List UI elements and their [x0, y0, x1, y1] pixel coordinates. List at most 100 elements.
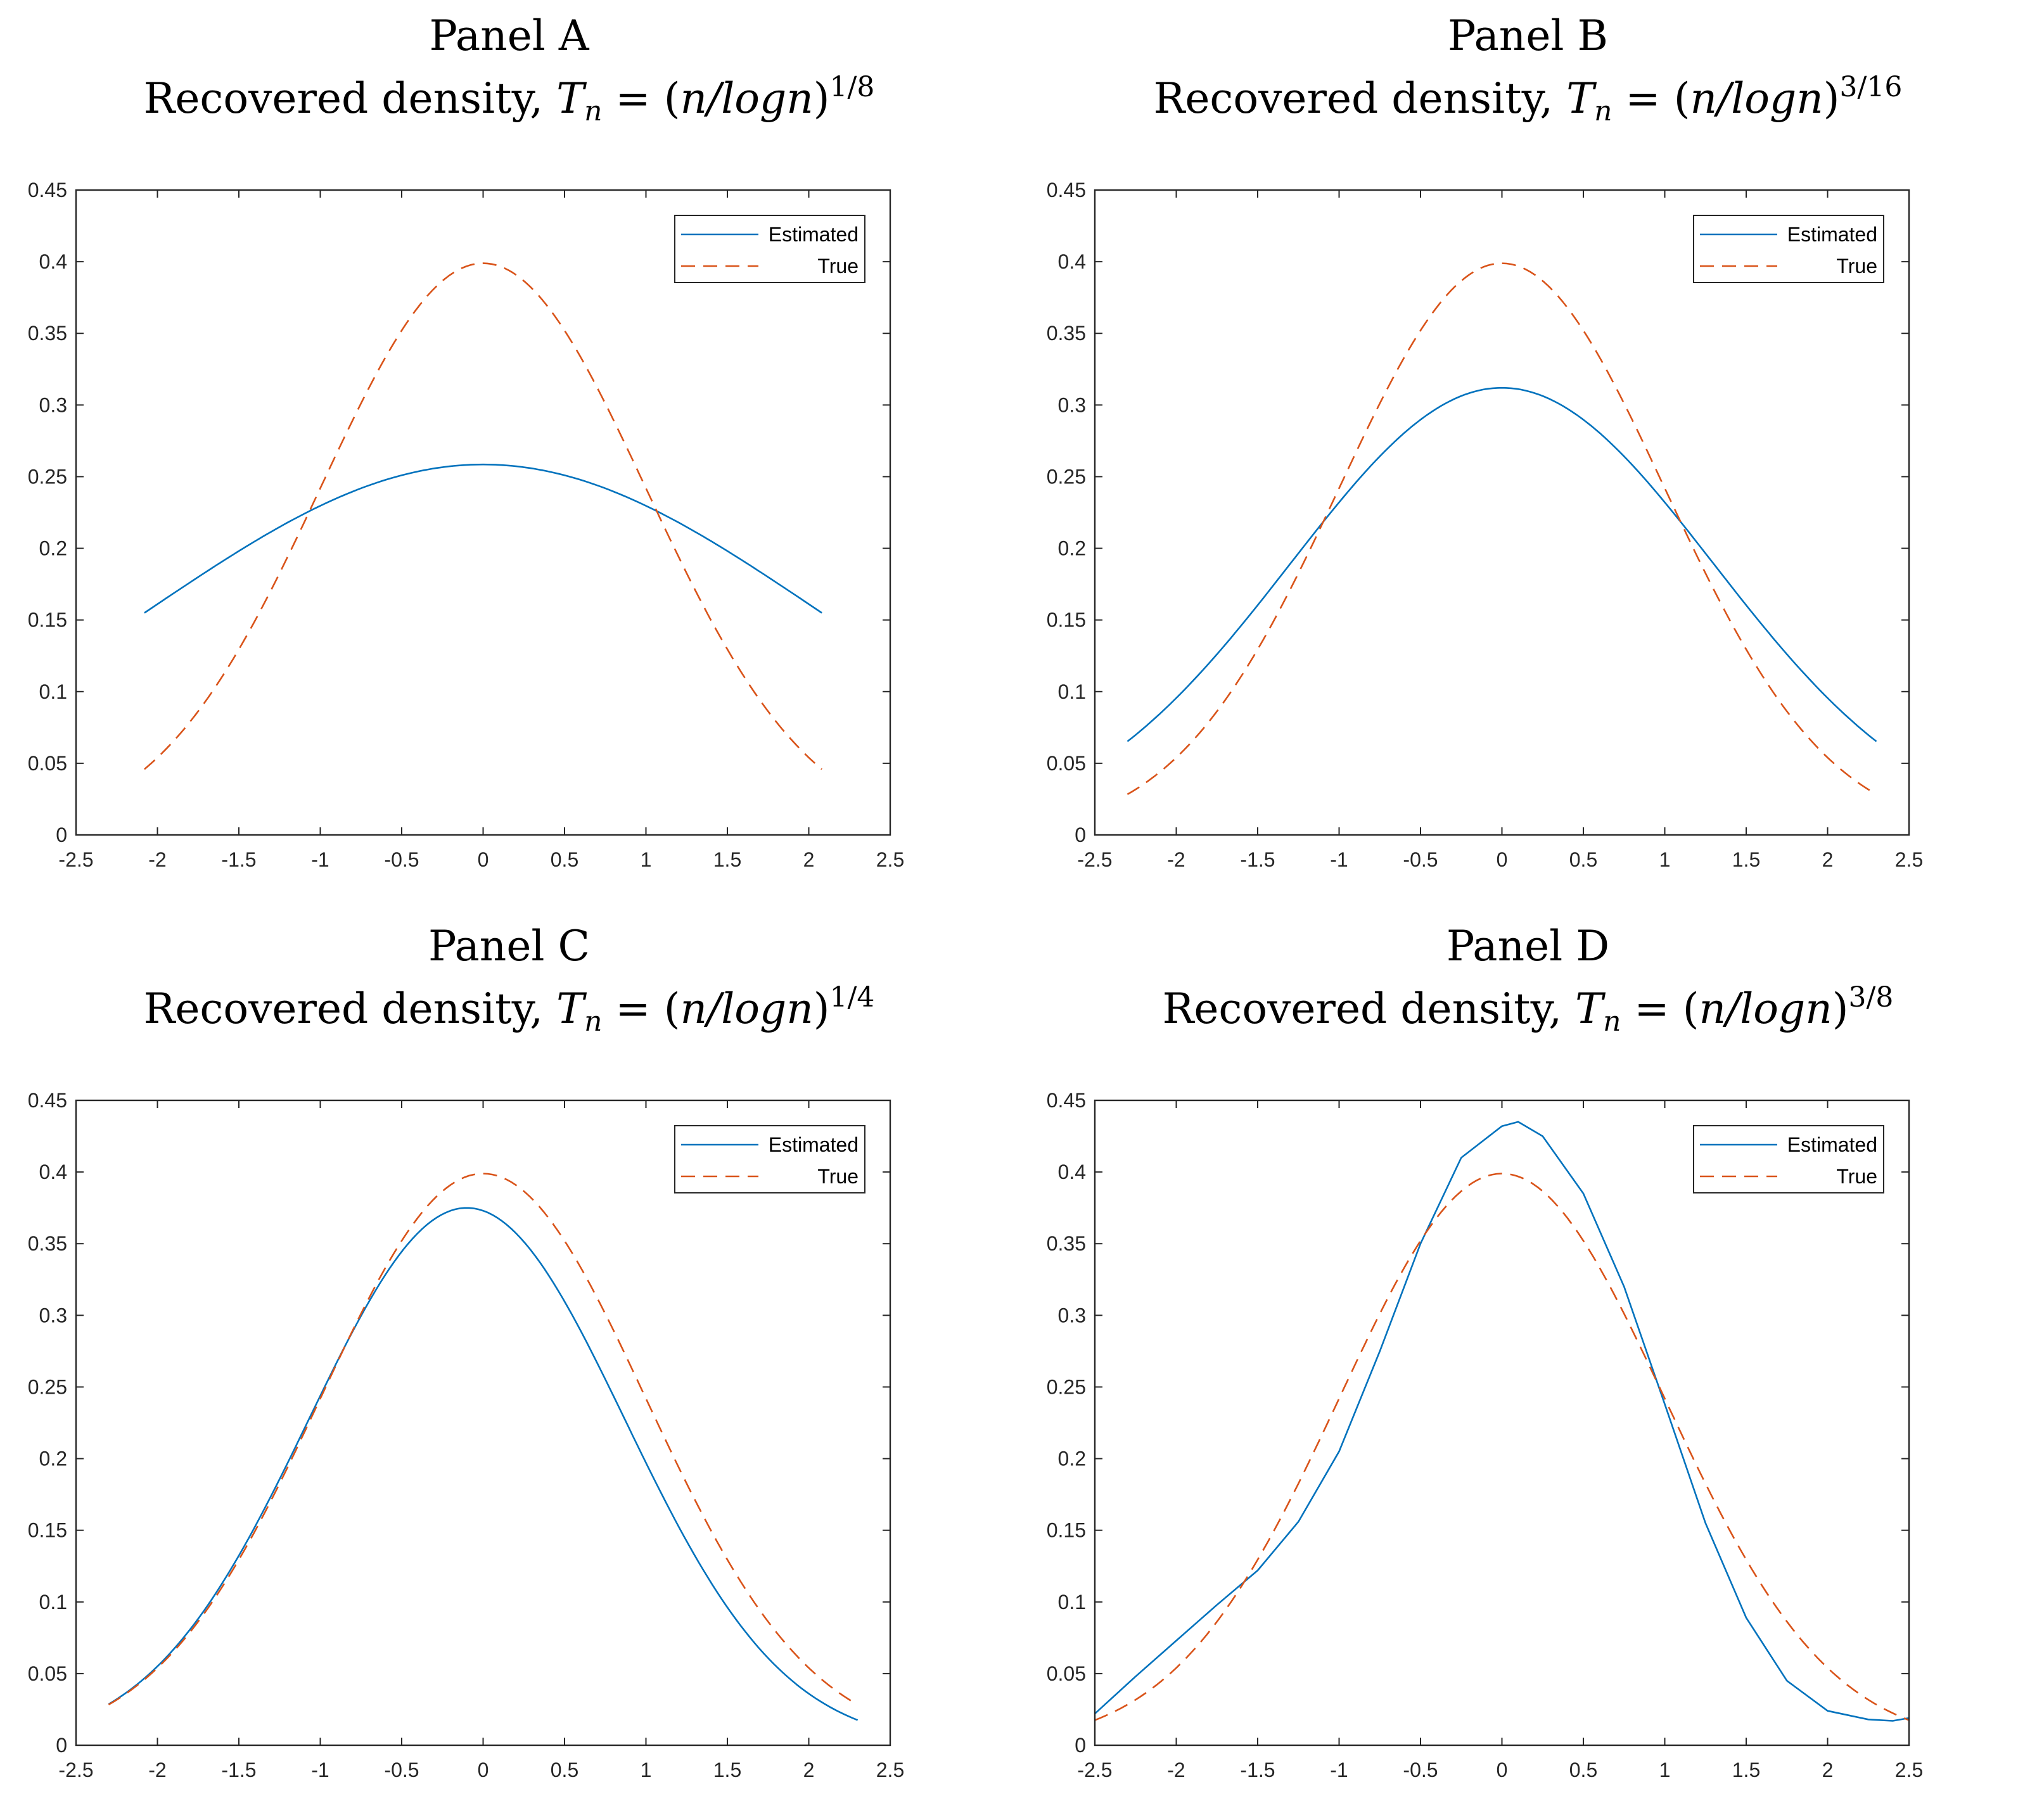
x-tick-label: -2.5 [1077, 848, 1112, 871]
y-tick-label: 0.35 [28, 1232, 67, 1255]
y-tick-label: 0 [56, 1734, 67, 1757]
title-fraction: n/logn [1690, 74, 1823, 123]
x-tick-label: -2 [1167, 848, 1185, 871]
x-tick-label: 1 [641, 848, 652, 871]
x-tick-label: -2.5 [58, 1759, 93, 1781]
y-tick-label: 0.3 [1058, 1304, 1086, 1327]
series-line-estimated [1127, 386, 1877, 742]
x-tick-label: -1.5 [221, 848, 256, 871]
x-tick-label: 0.5 [551, 848, 578, 871]
title-close-paren: ) [1832, 984, 1849, 1033]
chart-plot: 0 0.05 0.1 0.15 0.2 0.25 0.3 0.35 0.4 0.45 -2.5 -2 -… [28, 179, 905, 871]
x-tick-label: 2.5 [1895, 848, 1923, 871]
x-tick-label: 1 [1659, 1759, 1671, 1781]
x-tick-label: -2 [1167, 1759, 1185, 1781]
x-tick-label: -0.5 [384, 1759, 419, 1781]
y-tick-label: 0.45 [1047, 179, 1086, 201]
series-line-true [1127, 262, 1877, 796]
y-tick-label: 0.2 [1058, 1448, 1086, 1470]
y-tick-label: 0.1 [1058, 680, 1086, 703]
x-tick-label: 1.5 [1732, 848, 1760, 871]
legend-box [1693, 1125, 1884, 1193]
chart-title: Recovered density, Tn = (n/logn)3/16 [1019, 73, 2037, 125]
panel-d: Panel D Recovered density, Tn = (n/logn)3… [1019, 910, 2037, 1820]
series-line-estimated [108, 1207, 859, 1721]
x-tick-label: 0 [1497, 848, 1508, 871]
legend-label-true: True [1836, 1165, 1877, 1188]
y-tick-label: 0.25 [1047, 1375, 1086, 1398]
y-tick-label: 0.2 [39, 1448, 67, 1470]
x-tick-label: 1.5 [713, 848, 741, 871]
plot-background [1095, 190, 1909, 835]
title-equals: = ( [602, 74, 680, 123]
y-tick-label: 0.05 [28, 752, 67, 775]
y-tick-label: 0.05 [1047, 1662, 1086, 1685]
title-symbol: T [1566, 74, 1595, 123]
y-tick-label: 0.05 [1047, 752, 1086, 775]
title-fraction: n/logn [1699, 984, 1832, 1033]
plot-background [76, 190, 890, 835]
legend-label-estimated: Estimated [1787, 1133, 1877, 1156]
y-tick-label: 0.45 [1047, 1089, 1086, 1112]
panel-label: Panel A [429, 11, 589, 60]
series-line-true [108, 1173, 859, 1706]
title-subscript: n [584, 1005, 603, 1038]
chart-plot: 0 0.05 0.1 0.15 0.2 0.25 0.3 0.35 0.4 0.45 -2.5 -2 -… [28, 1089, 905, 1781]
x-tick-label: -1 [311, 1759, 329, 1781]
title-symbol: T [1575, 984, 1604, 1033]
chart-plot: 0 0.05 0.1 0.15 0.2 0.25 0.3 0.35 0.4 0.45 -2.5 -2 -… [1047, 1089, 1924, 1781]
legend-label-true: True [1836, 255, 1877, 277]
y-tick-label: 0.1 [39, 680, 67, 703]
title-exponent: 3/8 [1848, 981, 1894, 1014]
x-tick-label: 1 [1659, 848, 1671, 871]
x-tick-label: 2 [803, 848, 815, 871]
chart-plot: 0 0.05 0.1 0.15 0.2 0.25 0.3 0.35 0.4 0.45 -2.5 -2 -… [1047, 179, 1924, 871]
x-tick-label: 0 [478, 1759, 489, 1781]
y-tick-label: 0.35 [1047, 1232, 1086, 1255]
title-equals: = ( [1612, 74, 1690, 123]
x-tick-label: -0.5 [1403, 848, 1438, 871]
chart-title: Recovered density, Tn = (n/logn)1/8 [0, 73, 1018, 125]
y-tick-label: 0.45 [28, 179, 67, 201]
legend-box [674, 215, 865, 283]
x-tick-label: -1.5 [221, 1759, 256, 1781]
title-equals: = ( [1621, 984, 1699, 1033]
axes-box [75, 1099, 891, 1747]
plot-background [1095, 1100, 1909, 1745]
y-tick-label: 0.45 [28, 1089, 67, 1112]
x-tick-label: 1.5 [1732, 1759, 1760, 1781]
y-tick-label: 0.4 [39, 250, 67, 273]
y-tick-label: 0.15 [1047, 609, 1086, 632]
title-fraction: n/logn [680, 984, 814, 1033]
title-exponent: 1/4 [829, 981, 875, 1014]
y-tick-label: 0.15 [1047, 1519, 1086, 1542]
x-tick-label: 2 [1822, 848, 1834, 871]
x-tick-label: 2.5 [1895, 1759, 1923, 1781]
y-tick-label: 0.2 [1058, 537, 1086, 560]
panel-b: Panel B Recovered density, Tn = (n/logn)3… [1019, 0, 2037, 910]
chart-title: Recovered density, Tn = (n/logn)1/4 [0, 984, 1018, 1036]
x-tick-label: -0.5 [1403, 1759, 1438, 1781]
legend-label-estimated: Estimated [769, 1133, 859, 1156]
axes-box [75, 189, 891, 836]
y-tick-label: 0.4 [1058, 250, 1086, 273]
axes-box [1094, 189, 1910, 836]
title-symbol: T [556, 74, 585, 123]
legend-label-true: True [817, 1165, 859, 1188]
x-tick-label: -1.5 [1240, 848, 1275, 871]
title-subscript: n [1603, 1005, 1621, 1038]
panel-label: Panel C [428, 922, 590, 970]
series-line-estimated [144, 463, 822, 614]
y-tick-label: 0.4 [39, 1161, 67, 1183]
series-line-true [1094, 1173, 1910, 1721]
y-tick-label: 0.3 [39, 1304, 67, 1327]
legend-label-estimated: Estimated [1787, 223, 1877, 246]
x-tick-label: -0.5 [384, 848, 419, 871]
title-subscript: n [1594, 95, 1612, 127]
y-tick-label: 0.05 [28, 1662, 67, 1685]
y-tick-label: 0.35 [1047, 322, 1086, 345]
y-tick-label: 0.4 [1058, 1161, 1086, 1183]
x-tick-label: -2 [148, 1759, 166, 1781]
legend-label-true: True [817, 255, 859, 277]
x-tick-label: 1 [641, 1759, 652, 1781]
